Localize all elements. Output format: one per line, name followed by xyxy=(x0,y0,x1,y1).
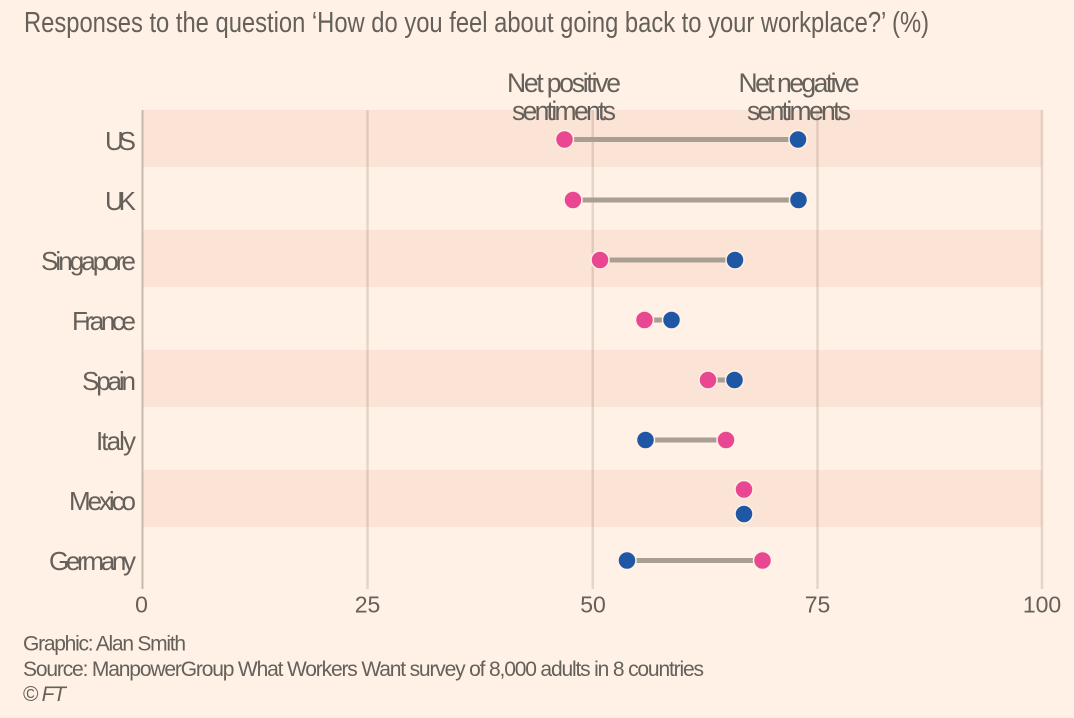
svg-text:Net positive: Net positive xyxy=(507,68,621,98)
svg-text:US: US xyxy=(105,126,136,156)
svg-text:Germany: Germany xyxy=(49,546,136,576)
svg-text:France: France xyxy=(72,306,136,336)
svg-text:sentiments: sentiments xyxy=(747,96,851,126)
svg-text:Graphic: Alan Smith: Graphic: Alan Smith xyxy=(23,633,186,656)
svg-text:© FT: © FT xyxy=(23,683,68,706)
svg-text:50: 50 xyxy=(580,592,606,618)
svg-text:100: 100 xyxy=(1023,592,1061,618)
svg-text:Source: ManpowerGroup What Wor: Source: ManpowerGroup What Workers Want … xyxy=(23,658,704,681)
svg-text:Responses to the question ‘How: Responses to the question ‘How do you fe… xyxy=(24,7,929,39)
svg-text:0: 0 xyxy=(135,592,148,618)
svg-text:sentiments: sentiments xyxy=(512,96,616,126)
svg-text:Mexico: Mexico xyxy=(69,486,136,516)
svg-text:Italy: Italy xyxy=(96,426,136,456)
svg-text:25: 25 xyxy=(355,592,381,618)
svg-text:UK: UK xyxy=(105,186,137,216)
svg-text:Net negative: Net negative xyxy=(739,68,860,98)
svg-text:75: 75 xyxy=(805,592,831,618)
svg-text:Spain: Spain xyxy=(82,366,136,396)
svg-text:Singapore: Singapore xyxy=(41,246,136,276)
